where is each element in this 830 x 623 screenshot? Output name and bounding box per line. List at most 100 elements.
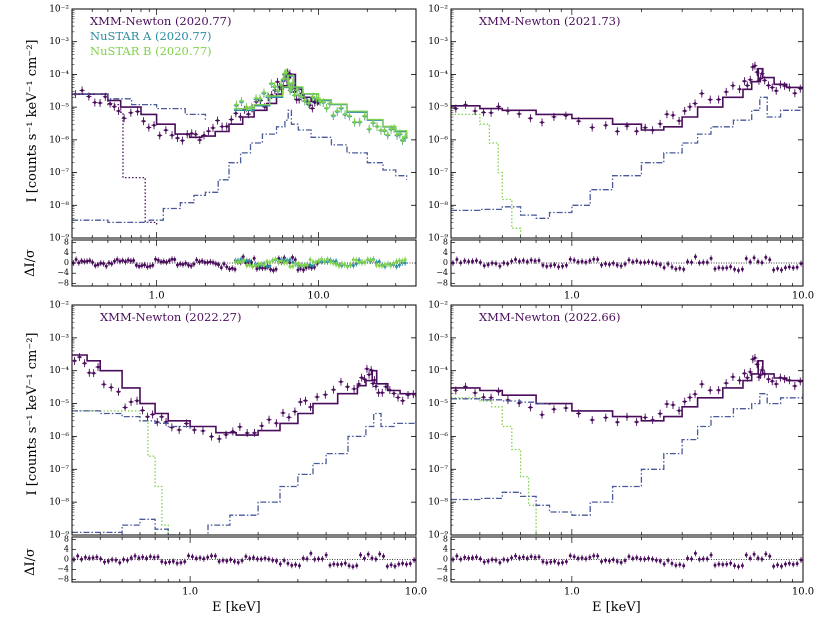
residual-point-top-left — [115, 257, 119, 261]
data-point-top-right — [793, 91, 797, 95]
residual-point-bottom-right — [682, 564, 686, 568]
data-point-top-left — [311, 95, 315, 99]
residual-point-top-left — [195, 258, 199, 262]
ytick-label-bottom-left: 10⁻⁵ — [49, 399, 69, 409]
data-point-bottom-left — [141, 408, 144, 412]
data-point-bottom-left — [406, 393, 410, 397]
data-point-bottom-right — [454, 389, 458, 392]
ytick-label-bottom-right: 10⁻⁶ — [428, 432, 448, 442]
data-point-top-right — [464, 103, 467, 107]
data-point-top-left — [220, 125, 224, 129]
residual-point-top-left — [104, 264, 108, 268]
data-point-bottom-left — [102, 382, 106, 386]
residual-point-bottom-right — [471, 556, 475, 560]
residual-point-top-right — [510, 259, 514, 263]
data-point-top-right — [473, 109, 477, 113]
residual-point-top-left — [291, 264, 295, 268]
residual-point-top-left — [173, 257, 177, 261]
rtick-label-top-left: −8 — [57, 278, 69, 287]
residual-point-top-right — [545, 264, 549, 268]
data-point-bottom-left — [304, 399, 307, 403]
residual-point-bottom-right — [553, 559, 557, 563]
data-point-top-right — [677, 119, 681, 123]
rtick-label-bottom-left: −8 — [57, 575, 69, 584]
residual-point-bottom-left — [236, 560, 240, 564]
data-point-bottom-right — [767, 377, 770, 381]
residual-point-top-left — [366, 257, 370, 261]
data-point-bottom-left — [411, 392, 415, 396]
residual-point-top-left — [200, 259, 204, 263]
data-point-top-left — [325, 106, 328, 110]
rtick-label-bottom-right: 8 — [443, 535, 448, 544]
data-point-bottom-right — [774, 382, 778, 386]
residual-point-top-left — [248, 263, 252, 267]
residual-point-bottom-left — [305, 557, 309, 561]
plot-frame-bottom-right — [450, 304, 804, 536]
residual-point-top-left — [102, 262, 106, 266]
residual-point-bottom-left — [133, 554, 137, 558]
data-point-top-right — [615, 129, 619, 133]
residual-point-bottom-right — [510, 556, 514, 560]
residual-point-top-left — [334, 263, 338, 267]
residual-point-top-right — [725, 266, 729, 270]
series-line-top-left-2 — [233, 74, 408, 137]
data-point-bottom-left — [267, 418, 271, 422]
residual-point-top-right — [603, 262, 607, 266]
residual-point-bottom-left — [213, 554, 217, 558]
residual-point-bottom-right — [713, 563, 717, 567]
residual-point-top-left — [170, 257, 174, 261]
rtick-label-top-left: −4 — [57, 268, 69, 277]
residual-point-bottom-left — [255, 557, 259, 561]
residual-point-top-left — [217, 263, 221, 267]
residual-point-bottom-right — [521, 555, 525, 559]
residual-point-bottom-right — [717, 562, 721, 566]
residual-point-top-left — [255, 267, 259, 271]
legend-entry-bottom-right: XMM-Newton (2022.66) — [479, 310, 620, 324]
residual-point-top-left — [357, 260, 361, 264]
data-point-bottom-left — [245, 431, 249, 435]
residual-point-top-right — [467, 260, 471, 264]
residual-point-bottom-right — [760, 557, 764, 561]
residual-point-bottom-left — [374, 557, 378, 561]
residual-point-top-left — [354, 262, 358, 266]
ytick-label-top-left: 10⁻³ — [49, 37, 69, 47]
series-group-bottom-right — [451, 353, 803, 535]
data-point-bottom-left — [377, 391, 380, 395]
residual-point-top-left — [88, 259, 92, 263]
data-point-top-right — [798, 87, 802, 91]
residual-point-top-right — [658, 263, 662, 267]
residual-point-top-left — [245, 259, 249, 263]
residual-point-top-right — [693, 255, 697, 259]
residual-point-bottom-right — [549, 560, 553, 564]
residual-point-bottom-right — [639, 557, 643, 561]
data-point-top-left — [112, 105, 116, 109]
residual-point-bottom-left — [412, 558, 416, 562]
residual-point-top-right — [643, 261, 647, 265]
data-point-bottom-left — [374, 385, 378, 388]
residual-group-top-right — [451, 253, 803, 274]
residual-point-top-right — [506, 262, 510, 266]
data-point-bottom-left — [274, 421, 278, 425]
series-line-bottom-left-1 — [72, 410, 169, 535]
data-point-top-left — [180, 139, 184, 143]
residual-point-top-left — [297, 262, 301, 266]
residual-point-bottom-right — [533, 555, 537, 559]
data-point-bottom-right — [517, 401, 521, 405]
residual-point-bottom-right — [490, 558, 494, 562]
residual-point-top-left — [129, 259, 133, 263]
residual-point-top-left — [395, 264, 399, 268]
residual-point-top-right — [733, 267, 737, 271]
residual-point-top-right — [787, 265, 791, 269]
residual-point-bottom-left — [102, 560, 106, 564]
residual-point-bottom-left — [145, 556, 149, 560]
residual-point-bottom-left — [359, 553, 363, 557]
ytick-label-top-right: 10⁻³ — [428, 37, 448, 47]
data-point-bottom-left — [238, 425, 242, 429]
rtick-label-top-right: −4 — [436, 268, 448, 277]
residual-point-top-left — [288, 265, 292, 269]
residual-point-top-left — [372, 258, 376, 262]
residual-point-bottom-left — [244, 555, 248, 559]
residual-point-bottom-left — [267, 557, 271, 561]
ytick-label-bottom-right: 10⁻⁷ — [428, 465, 448, 475]
residual-point-top-right — [736, 268, 740, 272]
